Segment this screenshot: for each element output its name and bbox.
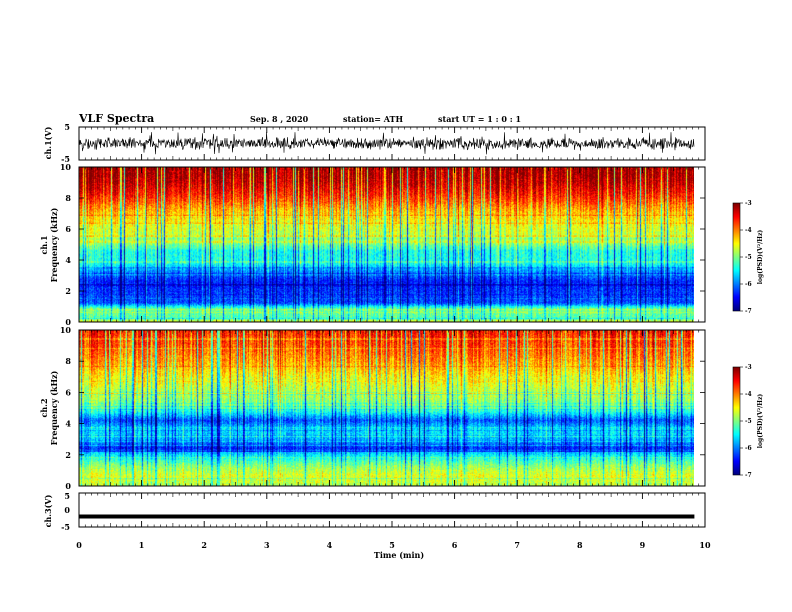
- ch1-waveform-ylabel: ch.1(V): [43, 126, 53, 159]
- time-axis-label: Time (min): [374, 550, 424, 560]
- ch1-spectrogram-ytick-label: 10: [60, 162, 72, 172]
- colorbar-tick-label: -7: [745, 472, 752, 479]
- time-tick-label: 3: [264, 540, 270, 550]
- time-tick-label: 2: [201, 540, 207, 550]
- ch2-spectrogram-ylabel-frequency: Frequency (kHz): [49, 370, 59, 445]
- figure-title: VLF Spectra: [78, 112, 154, 125]
- ch1-colorbar-label: log(PSD)(V²/Hz): [757, 230, 764, 285]
- ch1-colorbar: [733, 203, 740, 311]
- ch3-ytick-5: 5: [64, 491, 70, 501]
- station-label: station= ATH: [343, 114, 403, 124]
- ch2-spectrogram-image: [79, 330, 694, 486]
- ch3-waveform-ylabel: ch.3(V): [43, 494, 53, 527]
- time-tick-label: 1: [139, 540, 145, 550]
- colorbar-tick-label: -6: [745, 445, 752, 452]
- ch1-spectrogram-image: [79, 167, 694, 322]
- time-tick-label: 5: [389, 540, 395, 550]
- ch2-spectrogram-ytick-label: 6: [65, 387, 71, 397]
- colorbar-tick-label: -6: [745, 281, 752, 288]
- time-tick-label: 10: [699, 540, 711, 550]
- colorbar-tick-label: -4: [745, 227, 752, 234]
- ch1-spectrogram-ytick-label: 0: [65, 317, 71, 327]
- ch1-spectrogram-ytick-label: 2: [65, 286, 71, 296]
- ch3-waveform-panel: 5 0 -5 ch.3(V): [43, 491, 706, 532]
- time-axis-ticklabels: 0 1 2 3 4 5 6 7 8 9 10: [76, 540, 711, 550]
- time-tick-label: 4: [327, 540, 333, 550]
- ch1-ytick-neg5: -5: [61, 154, 70, 164]
- colorbar-tick-label: -3: [745, 200, 752, 207]
- date-label: Sep. 8 , 2020: [250, 114, 309, 124]
- ch2-spectrogram-ytick-label: 0: [65, 481, 71, 491]
- ch2-spectrogram-ytick-label: 8: [65, 356, 71, 366]
- ch1-spectrogram-ytick-label: 8: [65, 193, 71, 203]
- ch1-spectrogram-ytick-label: 6: [65, 224, 71, 234]
- time-tick-label: 0: [76, 540, 82, 550]
- time-tick-label: 9: [640, 540, 646, 550]
- ch1-spectrogram-ylabel-frequency: Frequency (kHz): [49, 207, 59, 282]
- ch1-waveform-trace: [78, 132, 695, 155]
- ch1-ytick-5: 5: [64, 122, 70, 132]
- ch2-colorbar: [733, 367, 740, 475]
- ch3-ytick-0: 0: [64, 505, 70, 515]
- time-tick-label: 8: [577, 540, 583, 550]
- time-axis-ticks: [78, 127, 706, 527]
- colorbar-tick-label: -7: [745, 308, 752, 315]
- colorbar-tick-label: -5: [745, 254, 752, 261]
- ch2-spectrogram-ytick-label: 4: [65, 419, 71, 429]
- start-time-label: start UT = 1 : 0 : 1: [438, 114, 521, 124]
- time-tick-label: 6: [452, 540, 458, 550]
- colorbar-tick-label: -3: [745, 364, 752, 371]
- time-tick-label: 7: [514, 540, 520, 550]
- ch1-waveform-panel: 5 -5 ch.1(V): [43, 122, 706, 164]
- ch1-spectrogram-ytick-label: 4: [65, 255, 71, 265]
- colorbar-tick-label: -5: [745, 418, 752, 425]
- ch2-spectrogram-ylabel-channel: ch.2: [39, 398, 49, 417]
- ch1-spectrogram-ylabel-channel: ch.1: [39, 235, 49, 254]
- colorbar-tick-label: -4: [745, 391, 752, 398]
- ch2-spectrogram-ytick-label: 2: [65, 450, 71, 460]
- ch2-colorbar-label: log(PSD)(V²/Hz): [757, 394, 764, 449]
- ch3-ytick-neg5: -5: [61, 522, 70, 532]
- ch2-spectrogram-ytick-label: 10: [60, 325, 72, 335]
